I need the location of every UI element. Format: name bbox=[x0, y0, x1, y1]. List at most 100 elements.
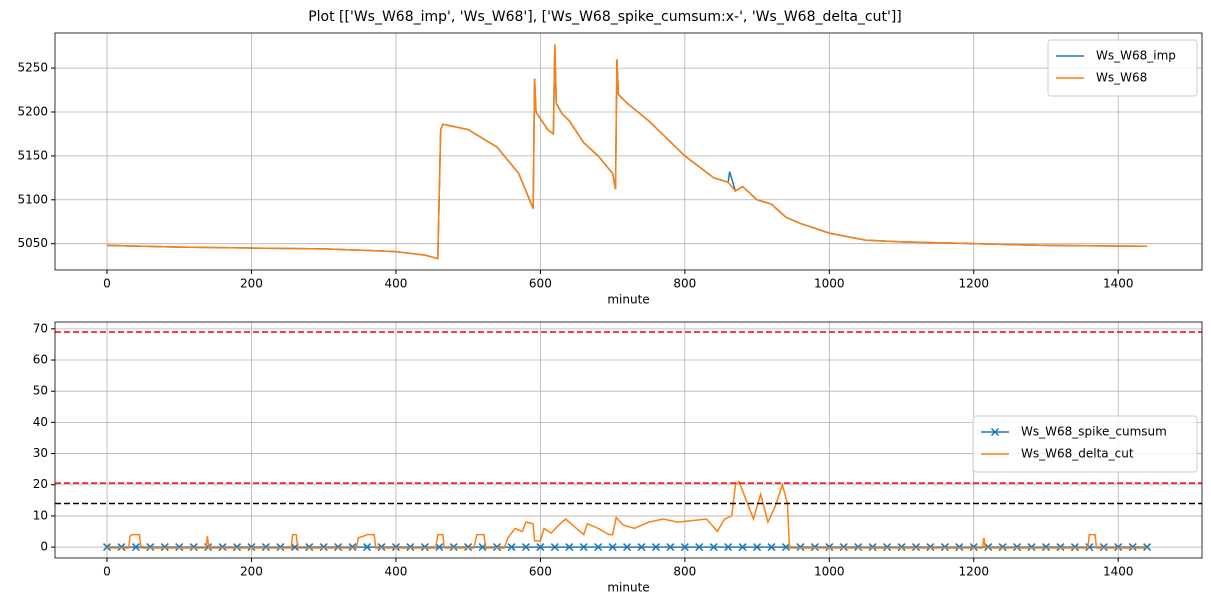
marker bbox=[753, 543, 762, 552]
marker bbox=[493, 543, 502, 552]
x-tick-label: 600 bbox=[529, 565, 552, 579]
marker bbox=[1027, 543, 1036, 552]
x-tick-label: 800 bbox=[673, 277, 696, 291]
marker bbox=[1099, 543, 1108, 552]
y-tick-label: 5250 bbox=[17, 61, 48, 75]
marker bbox=[218, 543, 227, 552]
legend-label: Ws_W68_spike_cumsum bbox=[1021, 425, 1167, 439]
marker bbox=[102, 543, 112, 552]
marker bbox=[998, 543, 1007, 552]
marker bbox=[666, 543, 675, 552]
y-tick-label: 0 bbox=[40, 540, 48, 554]
marker bbox=[911, 543, 921, 552]
y-tick-label: 60 bbox=[33, 353, 48, 367]
x-tick-label: 0 bbox=[103, 277, 111, 291]
y-tick-label: 70 bbox=[33, 321, 48, 335]
legend: Ws_W68_imp Ws_W68 bbox=[1047, 39, 1198, 97]
marker bbox=[117, 543, 126, 552]
marker bbox=[276, 543, 285, 552]
marker bbox=[1070, 543, 1079, 552]
marker bbox=[348, 543, 357, 552]
marker bbox=[695, 543, 704, 552]
marker bbox=[767, 543, 776, 552]
marker bbox=[680, 543, 689, 552]
legend-marker bbox=[990, 427, 1000, 437]
marker bbox=[1013, 543, 1022, 552]
y-tick-label: 5200 bbox=[17, 105, 48, 119]
marker bbox=[796, 543, 805, 552]
marker bbox=[261, 543, 270, 552]
marker bbox=[709, 543, 718, 552]
marker bbox=[189, 543, 198, 552]
x-tick-label: 200 bbox=[240, 565, 263, 579]
marker bbox=[146, 543, 155, 552]
subplot: 0 200 400 600 800 1000 1200 1400 0 10 20 30 40 50 60 70… bbox=[33, 321, 1203, 595]
x-axis-label: minute bbox=[607, 581, 649, 595]
marker bbox=[579, 543, 588, 552]
series-line bbox=[107, 480, 1148, 549]
marker bbox=[781, 543, 790, 552]
marker bbox=[1143, 543, 1152, 552]
marker bbox=[969, 543, 978, 552]
marker bbox=[464, 543, 473, 552]
x-axis-label: minute bbox=[607, 293, 649, 307]
marker bbox=[507, 543, 516, 552]
marker bbox=[521, 543, 530, 552]
x-tick-label: 800 bbox=[673, 565, 696, 579]
marker bbox=[940, 543, 949, 552]
marker bbox=[868, 543, 877, 552]
marker bbox=[305, 543, 314, 552]
marker bbox=[955, 543, 964, 552]
marker bbox=[319, 543, 328, 552]
marker bbox=[1128, 543, 1137, 552]
series-line bbox=[106, 44, 1148, 260]
marker bbox=[825, 543, 834, 552]
marker bbox=[420, 543, 429, 552]
marker bbox=[536, 543, 545, 552]
marker bbox=[883, 543, 892, 552]
marker bbox=[406, 543, 415, 552]
y-tick-label: 10 bbox=[33, 508, 48, 522]
legend: Ws_W68_spike_cumsum Ws_W68_delta_cut bbox=[972, 415, 1198, 473]
marker bbox=[391, 543, 400, 552]
legend-label: Ws_W68_delta_cut bbox=[1021, 447, 1134, 461]
marker bbox=[362, 543, 372, 552]
x-tick-label: 1200 bbox=[958, 277, 989, 291]
marker bbox=[247, 543, 256, 552]
marker bbox=[623, 543, 632, 552]
axes-frame bbox=[54, 32, 1203, 271]
x-tick-label: 400 bbox=[384, 565, 407, 579]
x-tick-label: 200 bbox=[240, 277, 263, 291]
marker bbox=[608, 543, 617, 552]
axes-frame bbox=[54, 321, 1203, 559]
series-line bbox=[106, 44, 1148, 260]
legend-box bbox=[972, 415, 1198, 473]
y-tick-label: 40 bbox=[33, 415, 48, 429]
marker bbox=[594, 543, 603, 552]
marker bbox=[1085, 543, 1094, 552]
marker bbox=[565, 543, 574, 552]
x-tick-label: 1000 bbox=[814, 277, 845, 291]
marker bbox=[232, 543, 242, 552]
marker bbox=[1056, 543, 1065, 552]
marker bbox=[724, 543, 733, 552]
marker bbox=[897, 543, 906, 552]
plot-area bbox=[55, 331, 1202, 552]
marker bbox=[637, 543, 646, 552]
plot-area bbox=[106, 44, 1148, 260]
marker bbox=[984, 543, 993, 552]
marker bbox=[1041, 543, 1051, 552]
x-tick-label: 1000 bbox=[814, 565, 845, 579]
x-tick-label: 400 bbox=[384, 277, 407, 291]
marker bbox=[738, 543, 747, 552]
subplot: 0 200 400 600 800 1000 1200 1400 5050 5100 5150 520… bbox=[17, 32, 1203, 307]
x-tick-label: 600 bbox=[529, 277, 552, 291]
legend-box bbox=[1047, 39, 1198, 97]
marker bbox=[550, 543, 559, 552]
x-tick-label: 1400 bbox=[1103, 565, 1134, 579]
marker bbox=[926, 543, 935, 552]
marker bbox=[377, 543, 386, 552]
y-tick-label: 20 bbox=[33, 477, 48, 491]
y-tick-label: 5100 bbox=[17, 192, 48, 206]
